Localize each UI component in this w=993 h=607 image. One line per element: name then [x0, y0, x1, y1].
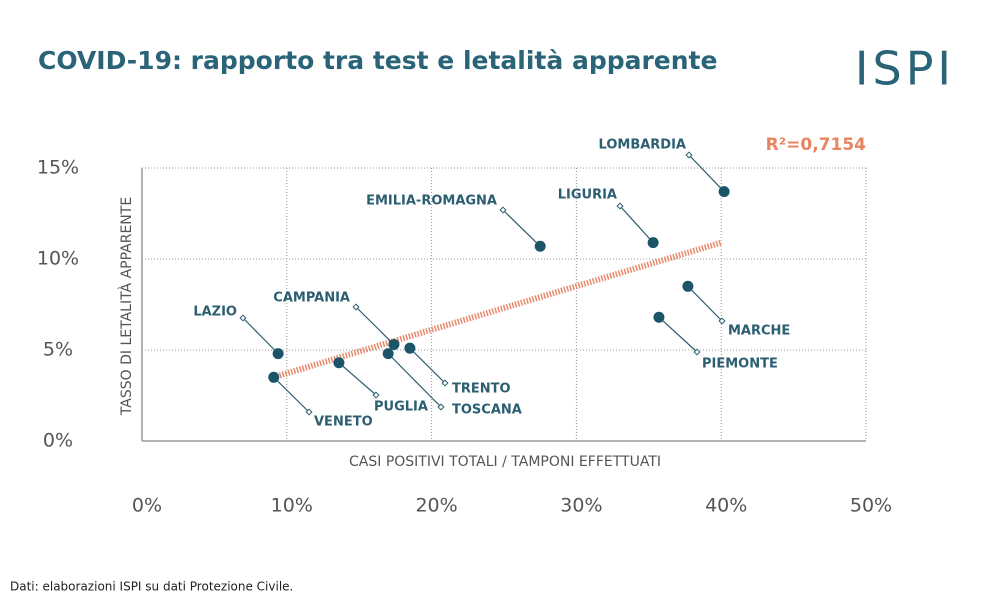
x-tick-label: 10%	[271, 495, 313, 517]
leader-line	[687, 285, 723, 322]
leader-end	[437, 403, 445, 411]
point	[404, 342, 416, 354]
leader-end	[718, 317, 726, 325]
point	[534, 240, 546, 252]
leader-end	[499, 206, 507, 214]
point-label: TRENTO	[452, 382, 511, 397]
point	[682, 280, 694, 292]
point-label: MARCHE	[728, 324, 790, 339]
point-label: EMILIA-ROMAGNA	[366, 194, 497, 209]
leader-line	[387, 353, 442, 408]
point-label: PIEMONTE	[702, 357, 778, 372]
y-axis-label: TASSO DI LETALITÀ APPARENTE	[118, 197, 135, 416]
point	[718, 186, 730, 198]
leader-end	[693, 348, 701, 356]
leader-end	[372, 391, 380, 399]
point-label: TOSCANA	[452, 403, 522, 418]
x-tick-label: 40%	[705, 495, 747, 517]
point-label: LOMBARDIA	[599, 138, 686, 153]
leader-end	[352, 303, 360, 311]
y-tick-label: 10%	[37, 248, 79, 270]
leader-line	[273, 376, 310, 413]
leader-end	[441, 379, 449, 387]
point-label: VENETO	[314, 415, 373, 430]
leader-end	[616, 202, 624, 210]
leader-end	[239, 314, 247, 322]
leader-end	[685, 151, 693, 159]
leader-line	[619, 205, 654, 244]
leader-end	[305, 408, 313, 416]
leader-line	[355, 306, 395, 345]
x-axis-label: CASI POSITIVI TOTALI / TAMPONI EFFETTUAT…	[349, 454, 661, 470]
source-note: Dati: elaborazioni ISPI su dati Protezio…	[10, 580, 293, 594]
point	[268, 371, 280, 383]
point	[653, 311, 665, 323]
leader-line	[688, 154, 725, 193]
x-tick-label: 50%	[850, 495, 892, 517]
point	[382, 348, 394, 360]
y-tick-label: 5%	[43, 339, 73, 361]
point	[333, 357, 345, 369]
y-tick-label: 15%	[37, 157, 79, 179]
chart-title: COVID-19: rapporto tra test e letalità a…	[38, 46, 717, 75]
leader-line	[658, 316, 698, 353]
y-tick-label: 0%	[43, 430, 73, 452]
point	[388, 339, 400, 351]
leader-line	[502, 209, 541, 247]
logo: ISPI	[855, 42, 955, 96]
point	[272, 348, 284, 360]
point-label: LIGURIA	[558, 188, 617, 203]
point	[647, 237, 659, 249]
point-label: LAZIO	[193, 305, 237, 320]
x-tick-label: 30%	[560, 495, 602, 517]
leader-line	[409, 347, 446, 384]
point-label: CAMPANIA	[273, 291, 350, 306]
x-tick-label: 0%	[132, 495, 162, 517]
leader-line	[242, 317, 279, 355]
trend-line	[278, 239, 723, 379]
x-tick-label: 20%	[415, 495, 457, 517]
r-squared: R²=0,7154	[766, 135, 867, 155]
leader-line	[338, 362, 377, 396]
point-label: PUGLIA	[374, 400, 428, 415]
